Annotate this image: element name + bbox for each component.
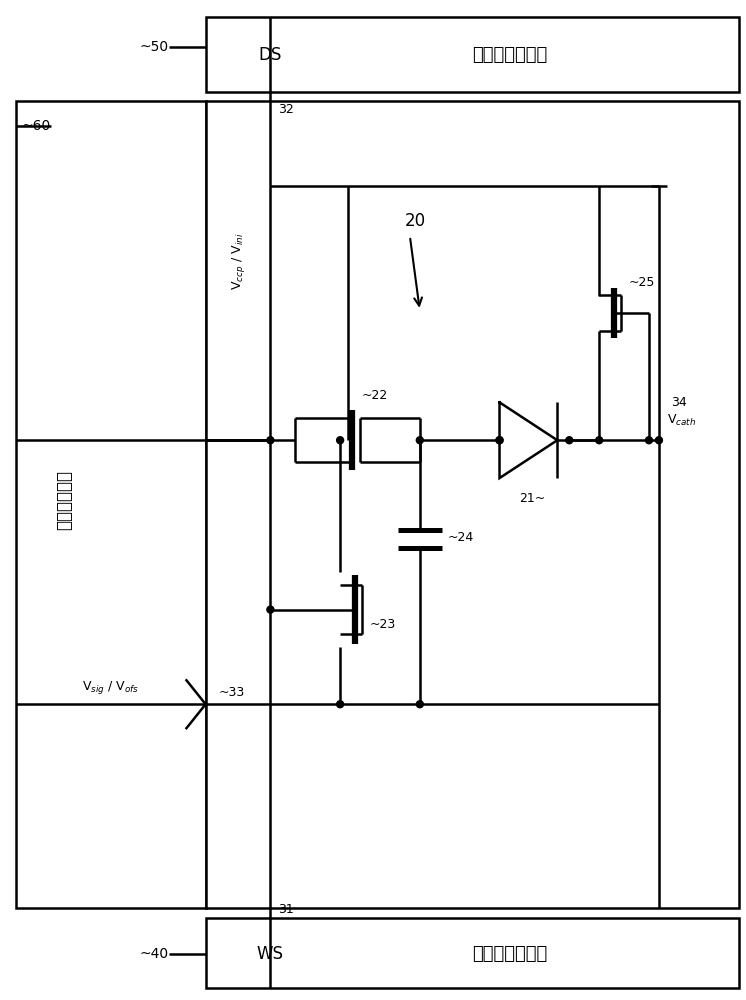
Circle shape [645,437,653,444]
Text: 31: 31 [278,903,294,916]
Text: WS: WS [257,945,284,963]
Circle shape [496,437,503,444]
Bar [206,17,739,92]
Text: ~24: ~24 [448,531,474,544]
Circle shape [416,437,423,444]
Circle shape [656,437,662,444]
Text: ~33: ~33 [219,686,245,699]
Text: ~22: ~22 [362,389,388,402]
Circle shape [496,437,503,444]
Circle shape [336,437,344,444]
Text: 21~: 21~ [519,492,546,505]
Text: 34: 34 [671,396,686,409]
Circle shape [336,701,344,708]
Text: ~23: ~23 [370,618,396,631]
Circle shape [267,606,274,613]
Text: ~40: ~40 [140,947,169,961]
Text: V$_{sig}$ / V$_{ofs}$: V$_{sig}$ / V$_{ofs}$ [82,679,140,696]
Circle shape [267,437,274,444]
Bar [206,918,739,988]
Circle shape [416,701,423,708]
Text: ~50: ~50 [140,40,169,54]
Text: 信号输出单元: 信号输出单元 [55,470,73,530]
Circle shape [595,437,603,444]
Bar [206,101,739,908]
Text: DS: DS [259,46,282,64]
Text: 20: 20 [405,212,426,230]
Text: V$_{ccp}$ / V$_{ini}$: V$_{ccp}$ / V$_{ini}$ [230,232,247,290]
Circle shape [565,437,573,444]
Text: 输入线驱动单元: 输入线驱动单元 [472,945,547,963]
Text: 电源线驱动单元: 电源线驱动单元 [472,46,547,64]
Bar [16,101,206,908]
Text: ~25: ~25 [629,276,656,289]
Text: ~60: ~60 [22,119,51,133]
Text: 32: 32 [278,103,294,116]
Text: V$_{cath}$: V$_{cath}$ [667,413,696,428]
